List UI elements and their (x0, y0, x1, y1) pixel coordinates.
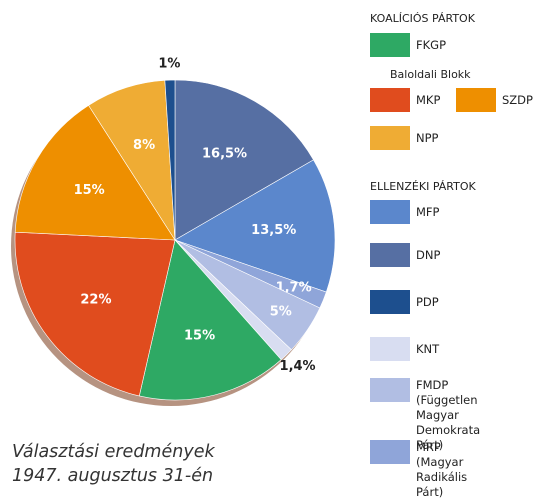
legend-swatch (370, 337, 410, 361)
legend-label: PDP (416, 295, 439, 309)
legend-swatch (370, 126, 410, 150)
legend-swatch (370, 440, 410, 464)
slice-label: 1,4% (280, 359, 316, 374)
slice-label: 8% (133, 138, 155, 153)
caption: Választási eredmények 1947. augusztus 31… (12, 442, 215, 486)
legend-label: SZDP (502, 93, 533, 107)
legend-swatch (370, 33, 410, 57)
legend-swatch (370, 243, 410, 267)
slice-label: 22% (80, 292, 111, 307)
legend-label: FKGP (416, 38, 447, 52)
legend-swatch (370, 290, 410, 314)
legend-swatch (456, 88, 496, 112)
legend-label: DNP (416, 248, 441, 262)
legend-heading: Baloldali Blokk (390, 68, 471, 81)
slice-label: 1% (158, 57, 180, 72)
slice-label: 15% (184, 329, 215, 344)
legend-swatch (370, 200, 410, 224)
legend-label: MFP (416, 205, 440, 219)
pie-slice (138, 239, 282, 401)
slice-label: 5% (270, 305, 292, 320)
legend-swatch (370, 378, 410, 402)
pie-slice (14, 104, 176, 241)
pie-chart: 16,5%13,5%1,7%5%1,4%15%22%15%8%1% (11, 57, 336, 406)
legend-label: KNT (416, 342, 440, 356)
pie-slice (14, 231, 176, 397)
legend-label: MKP (416, 93, 441, 107)
slice-label: 16,5% (202, 147, 247, 162)
legend-heading: ELLENZÉKI PÁRTOK (370, 180, 476, 193)
legend-label: FMDP (Független Magyar Demokrata Párt) (416, 378, 481, 452)
slice-label: 13,5% (251, 223, 296, 238)
slice-label: 15% (74, 183, 105, 198)
pie-slice (174, 79, 314, 241)
pie-slice (164, 79, 176, 241)
legend-heading: KOALÍCIÓS PÁRTOK (370, 12, 475, 25)
legend-label: NPP (416, 131, 439, 145)
legend-swatch (370, 88, 410, 112)
pie-slice (174, 159, 336, 293)
legend-label: MRP (Magyar Radikális Párt) (416, 440, 468, 499)
